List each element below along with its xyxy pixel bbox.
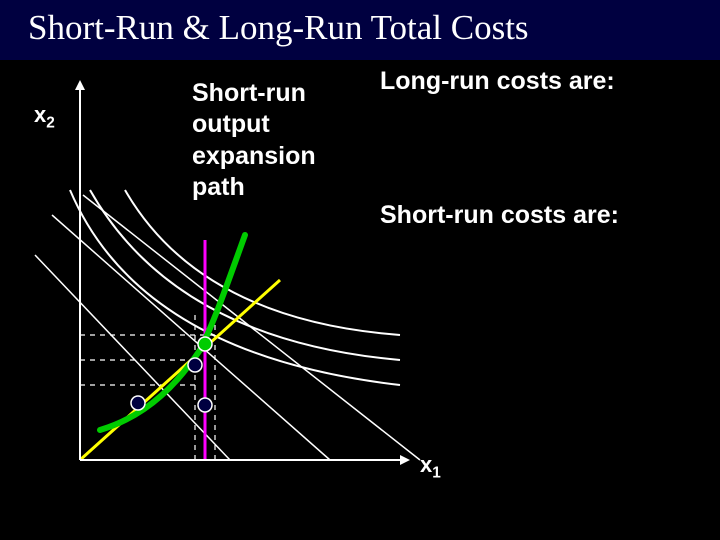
- chart-area: x2 x1 Short-run output expansion path Lo…: [0, 60, 720, 540]
- economics-graph: [0, 60, 720, 540]
- page-title: Short-Run & Long-Run Total Costs: [28, 8, 529, 48]
